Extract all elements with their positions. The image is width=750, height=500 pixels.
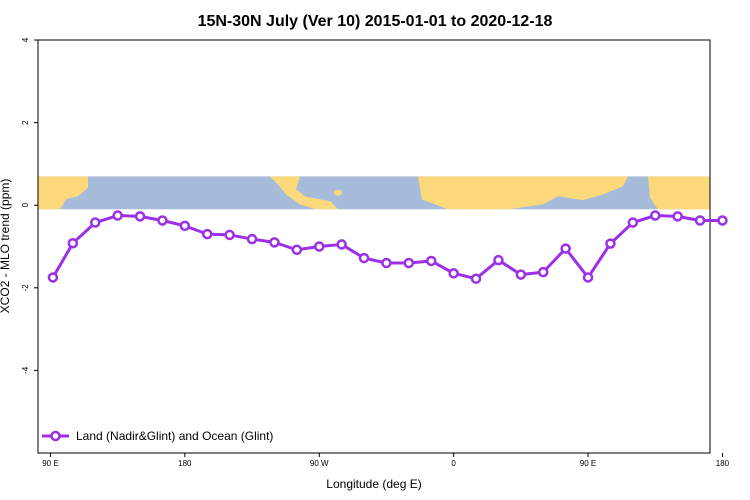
x-tick-label: 180 (178, 459, 192, 468)
data-point (515, 269, 527, 280)
data-point (403, 257, 415, 269)
data-point (47, 272, 59, 283)
data-point (134, 211, 146, 222)
x-tick-label: 90 E (580, 459, 596, 468)
map-island (290, 187, 296, 196)
data-point (717, 215, 728, 226)
data-point (224, 229, 235, 241)
y-tick-label: 2 (21, 120, 30, 125)
plot-frame (37, 39, 711, 454)
data-point (381, 257, 392, 269)
x-axis: 90 E 180 90 W 0 90 E 180 (42, 453, 730, 468)
data-point (179, 220, 191, 232)
map-landmass (270, 176, 338, 210)
data-point (201, 228, 213, 240)
data-point (694, 215, 706, 226)
x-tick-label: 90 E (42, 459, 58, 468)
data-point (672, 211, 683, 222)
data-point (582, 272, 594, 283)
y-tick-label: -2 (21, 284, 30, 292)
chart-title: 15N-30N July (Ver 10) 2015-01-01 to 2020… (198, 13, 553, 30)
data-point (157, 215, 168, 226)
data-point (448, 268, 459, 279)
map-landmass (38, 176, 88, 210)
data-point (560, 243, 571, 254)
data-point (89, 217, 101, 228)
x-tick-label: 180 (716, 459, 730, 468)
data-point (649, 210, 661, 221)
data-point (336, 239, 347, 250)
y-axis: 4 2 0 -2 -4 (21, 37, 38, 374)
x-tick-label: 90 W (310, 459, 329, 468)
y-axis-label: XCO2 - MLO trend (ppm) (0, 179, 12, 314)
data-point (112, 210, 123, 221)
legend-entry-label: Land (Nadir&Glint) and Ocean (Glint) (76, 429, 273, 443)
data-point (605, 238, 616, 249)
map-island (334, 189, 342, 196)
data-point (470, 273, 482, 284)
map-island (575, 185, 581, 190)
y-tick-label: -4 (21, 366, 30, 374)
x-axis-label: Longitude (deg E) (326, 477, 421, 491)
data-point (493, 254, 504, 266)
data-point (67, 237, 79, 249)
data-point (627, 217, 639, 228)
data-point (425, 255, 437, 267)
data-point (358, 252, 370, 264)
legend-marker-swatch (50, 430, 61, 442)
series-line (51, 214, 723, 281)
data-point (246, 233, 258, 245)
data-point (291, 244, 303, 256)
world-map-band (38, 176, 710, 210)
map-landmass (648, 176, 710, 210)
series-layer (47, 210, 728, 284)
x-tick-label: 0 (451, 459, 456, 468)
map-landmass (418, 176, 628, 210)
data-point (269, 237, 280, 248)
data-point (313, 241, 325, 252)
y-tick-label: 0 (21, 202, 30, 207)
data-point (537, 266, 549, 278)
legend: Land (Nadir&Glint) and Ocean (Glint) (42, 429, 273, 443)
y-tick-label: 4 (21, 37, 30, 42)
